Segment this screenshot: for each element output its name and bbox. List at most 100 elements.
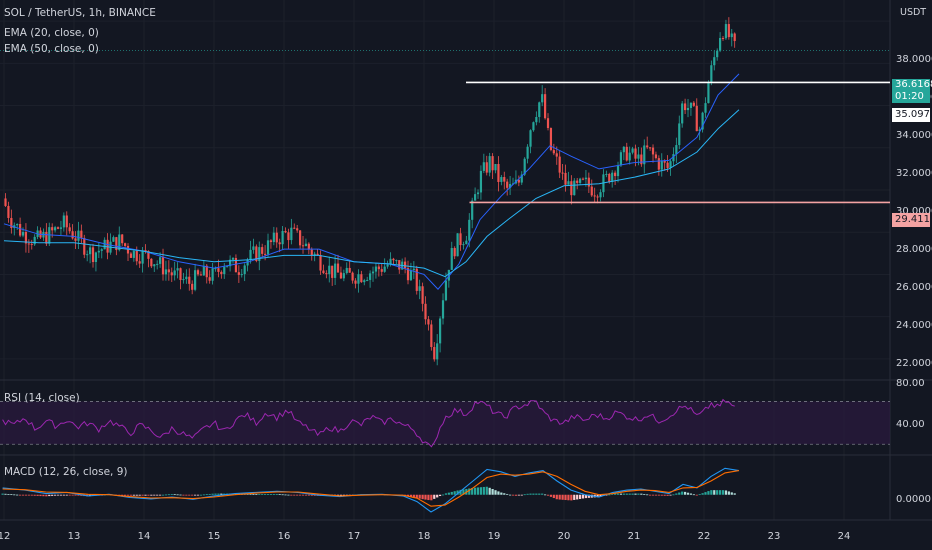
macd-histogram-bar — [293, 494, 296, 496]
rsi-tick-80: 80.00 — [896, 378, 925, 389]
macd-histogram-bar — [147, 494, 150, 496]
macd-histogram-bar — [439, 494, 442, 497]
macd-histogram-bar — [24, 494, 28, 496]
macd-histogram-bar — [296, 494, 299, 496]
macd-histogram-bar — [596, 494, 599, 498]
macd-histogram-bar — [614, 493, 617, 495]
candle-down — [56, 227, 60, 229]
candle-down — [121, 234, 124, 244]
macd-histogram-bar — [421, 494, 424, 500]
macd-histogram-bar — [342, 494, 345, 496]
macd-histogram-bar — [430, 494, 433, 501]
candle-up — [202, 265, 205, 276]
candle-up — [637, 154, 640, 159]
macd-histogram-bar — [135, 494, 138, 496]
macd-histogram-bar — [252, 493, 255, 495]
candle-up — [719, 37, 722, 51]
candle-down — [261, 247, 264, 254]
candle-down — [503, 177, 506, 182]
macd-histogram-bar — [287, 494, 290, 496]
macd-histogram-bar — [336, 494, 340, 496]
candle-down — [319, 255, 322, 271]
macd-histogram-bar — [675, 493, 678, 495]
macd-line — [2, 467, 740, 513]
date-tick: 13 — [67, 531, 81, 542]
rsi-legend[interactable]: RSI (14, close) — [4, 392, 80, 404]
macd-histogram-bar — [415, 494, 418, 499]
candle-down — [404, 261, 407, 269]
macd-histogram-bar — [307, 494, 310, 496]
macd-tick-zero: 0.0000 — [896, 494, 931, 505]
candle-up — [386, 264, 389, 267]
macd-histogram-bar — [65, 494, 68, 496]
macd-histogram-bar — [409, 494, 413, 497]
date-tick: 18 — [417, 531, 431, 542]
macd-histogram-bar — [689, 493, 693, 495]
candle-down — [4, 198, 7, 206]
candle-up — [313, 253, 316, 256]
macd-histogram-bar — [622, 493, 625, 495]
candle-up — [439, 318, 442, 344]
candle-down — [406, 268, 410, 281]
candle-up — [573, 180, 576, 196]
macd-histogram-bar — [281, 494, 284, 496]
macd-histogram-bar — [42, 494, 45, 497]
macd-histogram-bar — [447, 492, 450, 495]
macd-histogram-bar — [538, 493, 541, 495]
candle-down — [596, 196, 599, 198]
macd-histogram-bar — [194, 494, 197, 496]
ema50-line — [3, 109, 740, 278]
candle-down — [234, 258, 238, 273]
candle-up — [465, 240, 468, 245]
price-tick: 26.0000 — [896, 282, 932, 293]
candle-up — [194, 270, 197, 290]
candle-up — [599, 192, 602, 198]
candle-down — [339, 272, 343, 279]
date-tick: 17 — [347, 531, 361, 542]
macd-histogram-bar — [258, 494, 261, 495]
candle-down — [692, 102, 695, 106]
candle-up — [611, 172, 614, 182]
macd-histogram-bar — [529, 493, 532, 495]
candle-down — [433, 347, 436, 360]
horizontal-levels — [466, 81, 890, 204]
candle-down — [310, 249, 313, 256]
candle-up — [689, 102, 693, 108]
macd-legend[interactable]: MACD (12, 26, close, 9) — [4, 466, 128, 478]
macd-histogram-bar — [488, 487, 491, 495]
macd-histogram-bar — [608, 494, 611, 496]
candle-up — [520, 174, 523, 183]
candle-down — [205, 265, 208, 278]
candle-up — [395, 260, 398, 262]
ema20-legend[interactable]: EMA (20, close, 0) — [4, 27, 99, 39]
macd-histogram-bar — [491, 489, 494, 495]
signal-line — [2, 470, 740, 507]
candle-up — [701, 112, 704, 130]
macd-histogram-bar — [544, 494, 547, 496]
candle-up — [164, 269, 168, 275]
candle-down — [284, 230, 287, 233]
candle-up — [328, 265, 331, 275]
macd-histogram-bar — [150, 494, 153, 496]
macd-histogram-bar — [669, 494, 672, 496]
date-tick: 16 — [277, 531, 291, 542]
candle-up — [494, 163, 497, 171]
candle-down — [506, 181, 509, 188]
macd-histogram-bar — [570, 494, 573, 501]
candle-up — [94, 252, 98, 263]
candle-down — [497, 163, 500, 182]
candle-up — [345, 267, 348, 274]
macd-histogram-bar — [39, 494, 42, 497]
candle-up — [500, 177, 503, 182]
candle-up — [567, 181, 570, 185]
macd-histogram-bar — [716, 490, 719, 495]
currency-label[interactable]: USDT — [900, 7, 927, 18]
candle-down — [296, 228, 299, 231]
candle-up — [468, 219, 471, 241]
price-tick: 38.0000 — [896, 54, 932, 65]
symbol-legend[interactable]: SOL / TetherUS, 1h, BINANCE — [4, 7, 156, 19]
candle-up — [54, 227, 57, 231]
macd-histogram-bar — [511, 494, 515, 496]
ema50-legend[interactable]: EMA (50, close, 0) — [4, 43, 99, 55]
